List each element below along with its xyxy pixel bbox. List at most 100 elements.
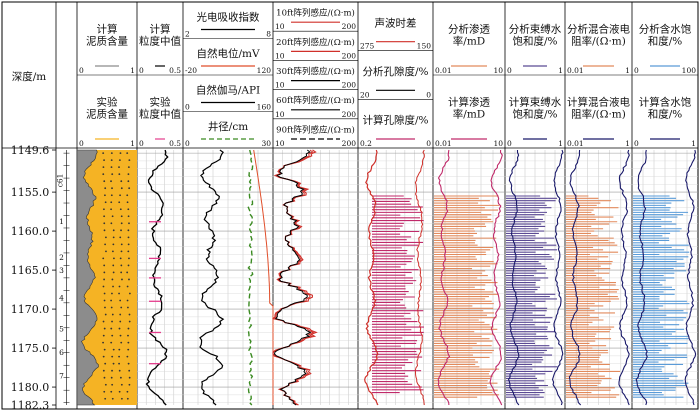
sand-dot: [126, 390, 129, 393]
scale-min: 0.01: [567, 66, 584, 75]
sand-dot: [103, 159, 105, 162]
sand-dot: [120, 264, 123, 267]
track-header-label: 计算: [97, 23, 118, 36]
sand-dot: [127, 306, 129, 309]
sand-dot: [103, 278, 106, 281]
sand-dot: [111, 397, 114, 400]
sand-dot: [118, 166, 120, 169]
sand-dot: [102, 257, 105, 260]
sand-dot: [104, 187, 107, 190]
sand-dot: [112, 250, 114, 253]
track-header-label: 泥质含量: [86, 35, 128, 48]
core-label: c61: [56, 174, 65, 188]
sand-dot: [111, 369, 113, 372]
sand-dot: [111, 320, 113, 323]
depth-tick-label: 1149.6: [11, 144, 50, 157]
scale-min: 10: [275, 81, 285, 90]
scale-max: 160: [257, 103, 272, 112]
sand-dot: [118, 285, 121, 288]
sand-dot: [127, 327, 130, 330]
sand-dot: [120, 250, 123, 253]
sand-dot: [118, 355, 120, 358]
sand-dot: [120, 271, 123, 274]
scale-min: 0: [79, 139, 84, 148]
sand-dot: [113, 257, 115, 260]
scale-max: 0: [426, 139, 431, 148]
scale-max: 1: [625, 139, 630, 148]
core-marker: 6: [59, 348, 64, 357]
core-marker: 4: [59, 293, 64, 302]
sand-dot: [120, 187, 123, 190]
track-header-label: 分析混合液电: [567, 23, 630, 36]
sand-dot: [127, 264, 130, 267]
depth-tick-label: 1155.0: [11, 186, 50, 199]
depth-axis-label: 深度/m: [12, 70, 47, 83]
track-header-label: 井径/cm: [208, 120, 248, 133]
sand-dot: [110, 306, 113, 309]
scale-max: 1: [558, 139, 563, 148]
scale-max: 200: [342, 81, 357, 90]
track-header-label: 光电吸收指数: [197, 10, 260, 23]
sand-dot: [111, 173, 114, 176]
track-header-label: 分析束缚水: [509, 23, 562, 36]
scale-min: 0: [634, 139, 639, 148]
scale-min: -20: [185, 66, 197, 75]
sand-dot: [127, 250, 130, 253]
sand-dot: [103, 264, 106, 267]
mud-shale-fill: [76, 149, 99, 406]
scale-max: 0: [426, 90, 431, 99]
sand-dot: [110, 152, 113, 155]
scale-min: 20: [360, 90, 370, 99]
scale-max: 8: [266, 30, 271, 39]
scale-max: 10: [493, 139, 503, 148]
scale-max: 0.5: [169, 139, 181, 148]
sand-dot: [119, 320, 122, 323]
sand-dot: [102, 152, 105, 155]
depth-tick-label: 1160.0: [11, 225, 50, 238]
scale-min: 0.2: [360, 139, 372, 148]
track-header-label: 计算混合液电: [567, 96, 630, 109]
track-header-label: 阻率/(Ω·m): [571, 108, 626, 121]
sand-dot: [120, 243, 123, 246]
sand-dot: [119, 299, 122, 302]
sand-dot: [102, 166, 105, 169]
water-calc-line-right: [684, 149, 697, 406]
sand-dot: [110, 390, 113, 393]
depth-tick-label: 1182.3: [11, 399, 50, 411]
sand-dot: [104, 313, 107, 316]
scale-max: 200: [342, 110, 357, 119]
sand-dot: [103, 299, 106, 302]
track-header-label: 90ft阵列感应/(Ω·m): [276, 124, 355, 135]
sand-dot: [111, 215, 114, 218]
sand-dot: [118, 292, 120, 295]
track-header-label: 60ft阵列感应/(Ω·m): [276, 95, 355, 106]
bound-calc-line-left: [507, 150, 520, 406]
sand-dot: [127, 348, 130, 351]
sand-dot: [119, 152, 122, 155]
porosity-line: [414, 149, 425, 406]
sand-dot: [127, 362, 130, 365]
scale-min: 10: [275, 22, 285, 31]
sand-dot: [120, 215, 123, 218]
sand-dot: [112, 243, 115, 246]
track-header-label: 和度/%: [648, 108, 683, 121]
track-header-label: 阻率/(Ω·m): [571, 35, 626, 48]
track-header-label: 计算束缚水: [509, 96, 562, 109]
sand-dot: [118, 159, 121, 162]
water-calc-line-left: [635, 149, 648, 406]
sand-dot: [111, 278, 114, 281]
scale-min: 0: [185, 103, 190, 112]
sand-dot: [103, 348, 106, 351]
track-header-label: 分析渗透: [448, 23, 490, 36]
sand-dot: [105, 236, 107, 239]
sand-dot: [128, 187, 131, 190]
sand-dot: [121, 278, 123, 281]
sand-dot: [103, 229, 106, 232]
sand-dot: [104, 306, 106, 309]
sand-dot: [104, 201, 107, 204]
scale-max: 120: [257, 66, 272, 75]
scale-max: 100: [682, 66, 697, 75]
sand-dot: [120, 229, 122, 232]
sand-dot: [118, 362, 120, 365]
